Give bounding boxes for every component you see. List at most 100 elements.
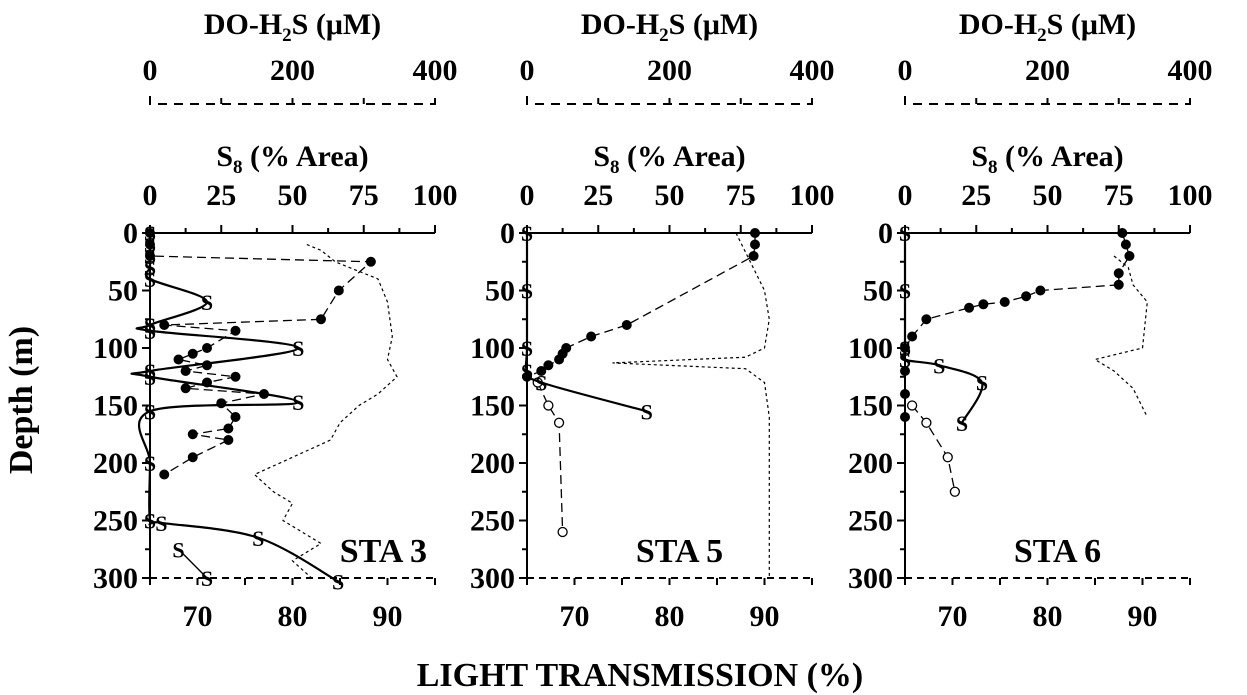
depth-tick-label: 200 [470,447,515,480]
h2s-point-open [557,526,568,538]
do-point-filled [1120,239,1131,250]
depth-tick-label: 200 [848,447,893,480]
s8-axis-label-tail: (% Area) [243,140,369,173]
light-tick-label: 70 [560,600,590,633]
series-line-s8-solid-thin [178,548,208,579]
do-point-filled [230,412,241,422]
do-h2s-axis-label-subscript: 2 [1037,25,1047,46]
do-point-filled [1113,268,1124,279]
do-h2s-axis-label-main: DO-H [204,8,282,41]
depth-tick-label: 150 [93,390,138,423]
s8-point-marker: S [956,411,968,436]
do-h2s-tick-label: 200 [270,54,315,87]
s8-point-marker: S [144,267,156,292]
s8-tick-label: 50 [278,179,308,212]
series-line-top-dashed [904,232,1131,417]
depth-tick-label: 300 [93,562,138,595]
s8-tick-label: 50 [1033,179,1063,212]
depth-tick-label: 250 [93,505,138,538]
h2s-point-open [949,486,961,497]
s8-axis-label-tail: (% Area) [998,140,1124,173]
light-tick-label: 80 [655,600,685,633]
s8-axis-label-main: S [971,140,988,173]
do-point-filled [216,398,227,409]
shared-x-axis-label: LIGHT TRANSMISSION (%) [417,657,864,694]
do-point-filled [978,299,989,310]
s8-point-marker: S [144,359,156,384]
s8-point-marker: S [155,511,167,536]
s8-tick-label: 0 [898,179,913,212]
s8-point-marker: S [933,353,945,378]
s8-axis-label-subscript: 8 [988,157,998,178]
s8-point-marker: S [899,336,911,361]
do-point-filled [365,256,376,267]
light-tick-label: 80 [1033,600,1063,633]
do-point-filled [999,297,1010,307]
do-h2s-tick-label: 400 [790,54,835,87]
do-point-filled [1117,228,1128,238]
do-point-filled [180,383,191,394]
do-h2s-axis-label-subscript: 2 [282,25,292,46]
s8-tick-label: 75 [349,179,379,212]
s8-point-marker: S [521,336,533,361]
s8-point-marker: S [144,313,156,338]
depth-tick-label: 50 [108,275,138,308]
s8-tick-label: 100 [413,179,458,212]
h2s-point-open [921,417,932,428]
light-tick-label: 90 [373,600,403,633]
series-line-top-dashed [911,405,956,492]
do-point-filled [187,429,198,440]
station-label: STA 3 [340,533,427,570]
depth-tick-label: 250 [470,505,515,538]
series-line-s8-solid [130,232,339,583]
s8-axis-label-tail: (% Area) [620,140,746,173]
s8-point-marker: S [521,279,533,304]
depth-tick-label: 100 [93,332,138,365]
do-point-filled [202,343,212,353]
s8-tick-label: 75 [1104,179,1134,212]
light-tick-label: 90 [1128,600,1158,633]
do-point-filled [1124,251,1135,261]
depth-tick-label: 0 [500,217,515,250]
s8-tick-label: 0 [520,179,535,212]
do-point-filled [750,239,760,250]
s8-point-marker: S [144,221,156,246]
do-point-filled [750,228,760,238]
do-point-filled [907,331,918,342]
do-h2s-tick-label: 0 [143,54,158,87]
s8-axis-label-subscript: 8 [610,157,620,178]
series-line-bottom-dotted [253,243,398,579]
s8-point-marker: S [252,526,264,551]
s8-point-marker: S [172,537,184,562]
do-h2s-axis-label-main: DO-H [959,8,1037,41]
s8-point-marker: S [144,256,156,281]
do-h2s-axis-label: DO-H2S (μM) [204,8,381,46]
depth-tick-label: 300 [470,562,515,595]
do-point-filled [159,469,170,480]
s8-tick-label: 100 [1168,179,1213,212]
do-h2s-tick-label: 0 [520,54,535,87]
do-point-filled [536,366,547,376]
s8-point-marker: S [535,371,547,396]
s8-axis-label-main: S [216,140,233,173]
s8-point-marker: S [292,390,304,415]
station-label: STA 5 [636,533,723,570]
series-line-top-dashed [149,233,373,476]
do-point-filled [900,412,910,422]
do-point-filled [223,435,234,445]
s8-point-marker: S [292,336,304,361]
s8-point-marker: S [201,566,213,591]
s8-point-marker: S [899,221,911,246]
do-h2s-axis-label-main: DO-H [581,8,659,41]
s8-axis-label-subscript: 8 [233,157,243,178]
do-point-filled [900,389,910,399]
do-point-filled [900,366,910,376]
do-h2s-tick-label: 200 [1025,54,1070,87]
s8-axis-label: S8 (% Area) [971,140,1123,178]
depth-tick-label: 150 [848,390,893,423]
s8-point-marker: S [144,399,156,424]
do-point-filled [1021,291,1032,302]
series-line-bottom-dotted [1093,255,1148,418]
